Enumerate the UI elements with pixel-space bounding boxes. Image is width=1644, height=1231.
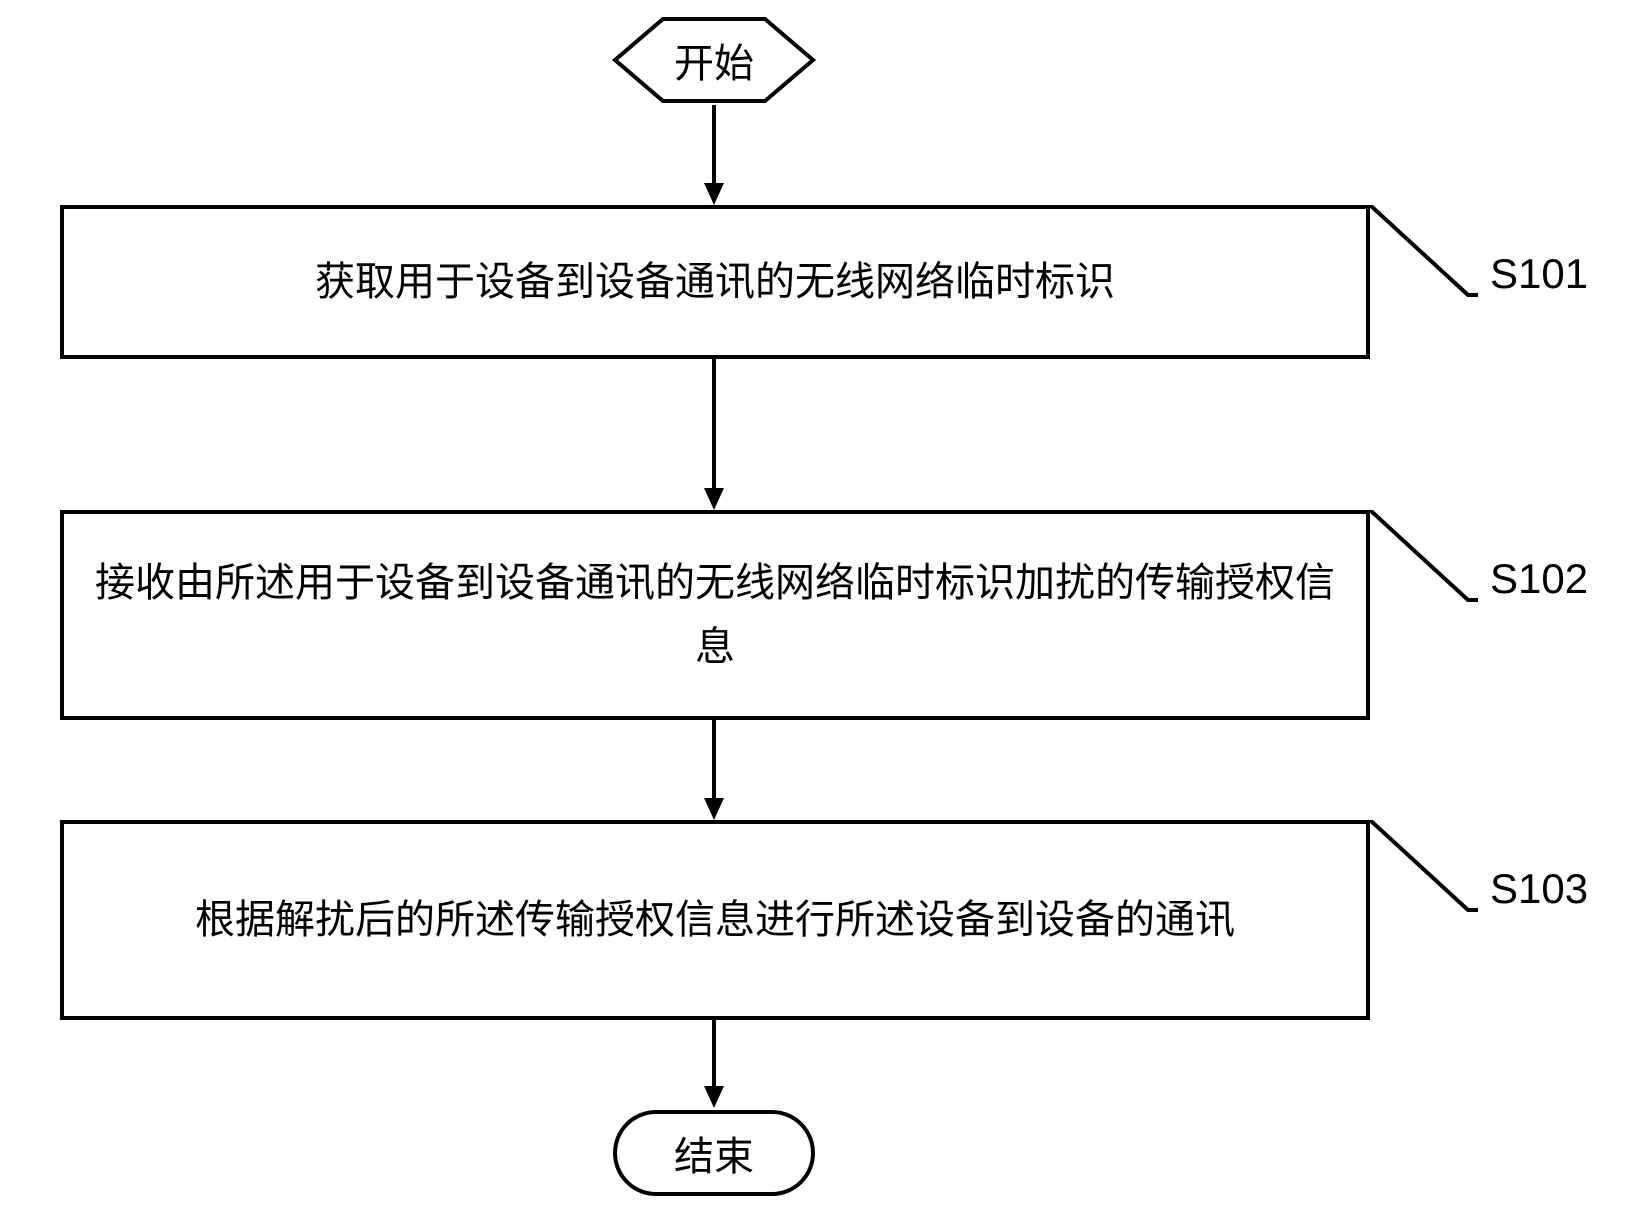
process-s103-text: 根据解扰后的所述传输授权信息进行所述设备到设备的通讯	[195, 888, 1235, 952]
arrow-s102-s103	[700, 720, 728, 820]
arrow-start-s101	[700, 105, 728, 205]
step-label-s103: S103	[1490, 865, 1588, 913]
process-s102-text: 接收由所述用于设备到设备通讯的无线网络临时标识加扰的传输授权信息	[84, 551, 1346, 679]
flowchart-container: 开始 获取用于设备到设备通讯的无线网络临时标识 S101 接收由所述用于设备到设…	[0, 0, 1644, 1231]
process-s103: 根据解扰后的所述传输授权信息进行所述设备到设备的通讯	[60, 820, 1370, 1020]
step-label-s101: S101	[1490, 250, 1588, 298]
arrow-s101-s102	[700, 359, 728, 510]
arrow-s103-end	[700, 1020, 728, 1108]
process-s101-text: 获取用于设备到设备通讯的无线网络临时标识	[315, 250, 1115, 314]
end-node: 结束	[611, 1108, 817, 1198]
start-node: 开始	[611, 15, 817, 105]
step-label-s102: S102	[1490, 555, 1588, 603]
callout-line-s101	[1370, 205, 1480, 300]
start-label: 开始	[674, 31, 754, 89]
end-label: 结束	[674, 1124, 754, 1182]
process-s102: 接收由所述用于设备到设备通讯的无线网络临时标识加扰的传输授权信息	[60, 510, 1370, 720]
callout-line-s103	[1370, 820, 1480, 915]
callout-line-s102	[1370, 510, 1480, 605]
process-s101: 获取用于设备到设备通讯的无线网络临时标识	[60, 205, 1370, 359]
